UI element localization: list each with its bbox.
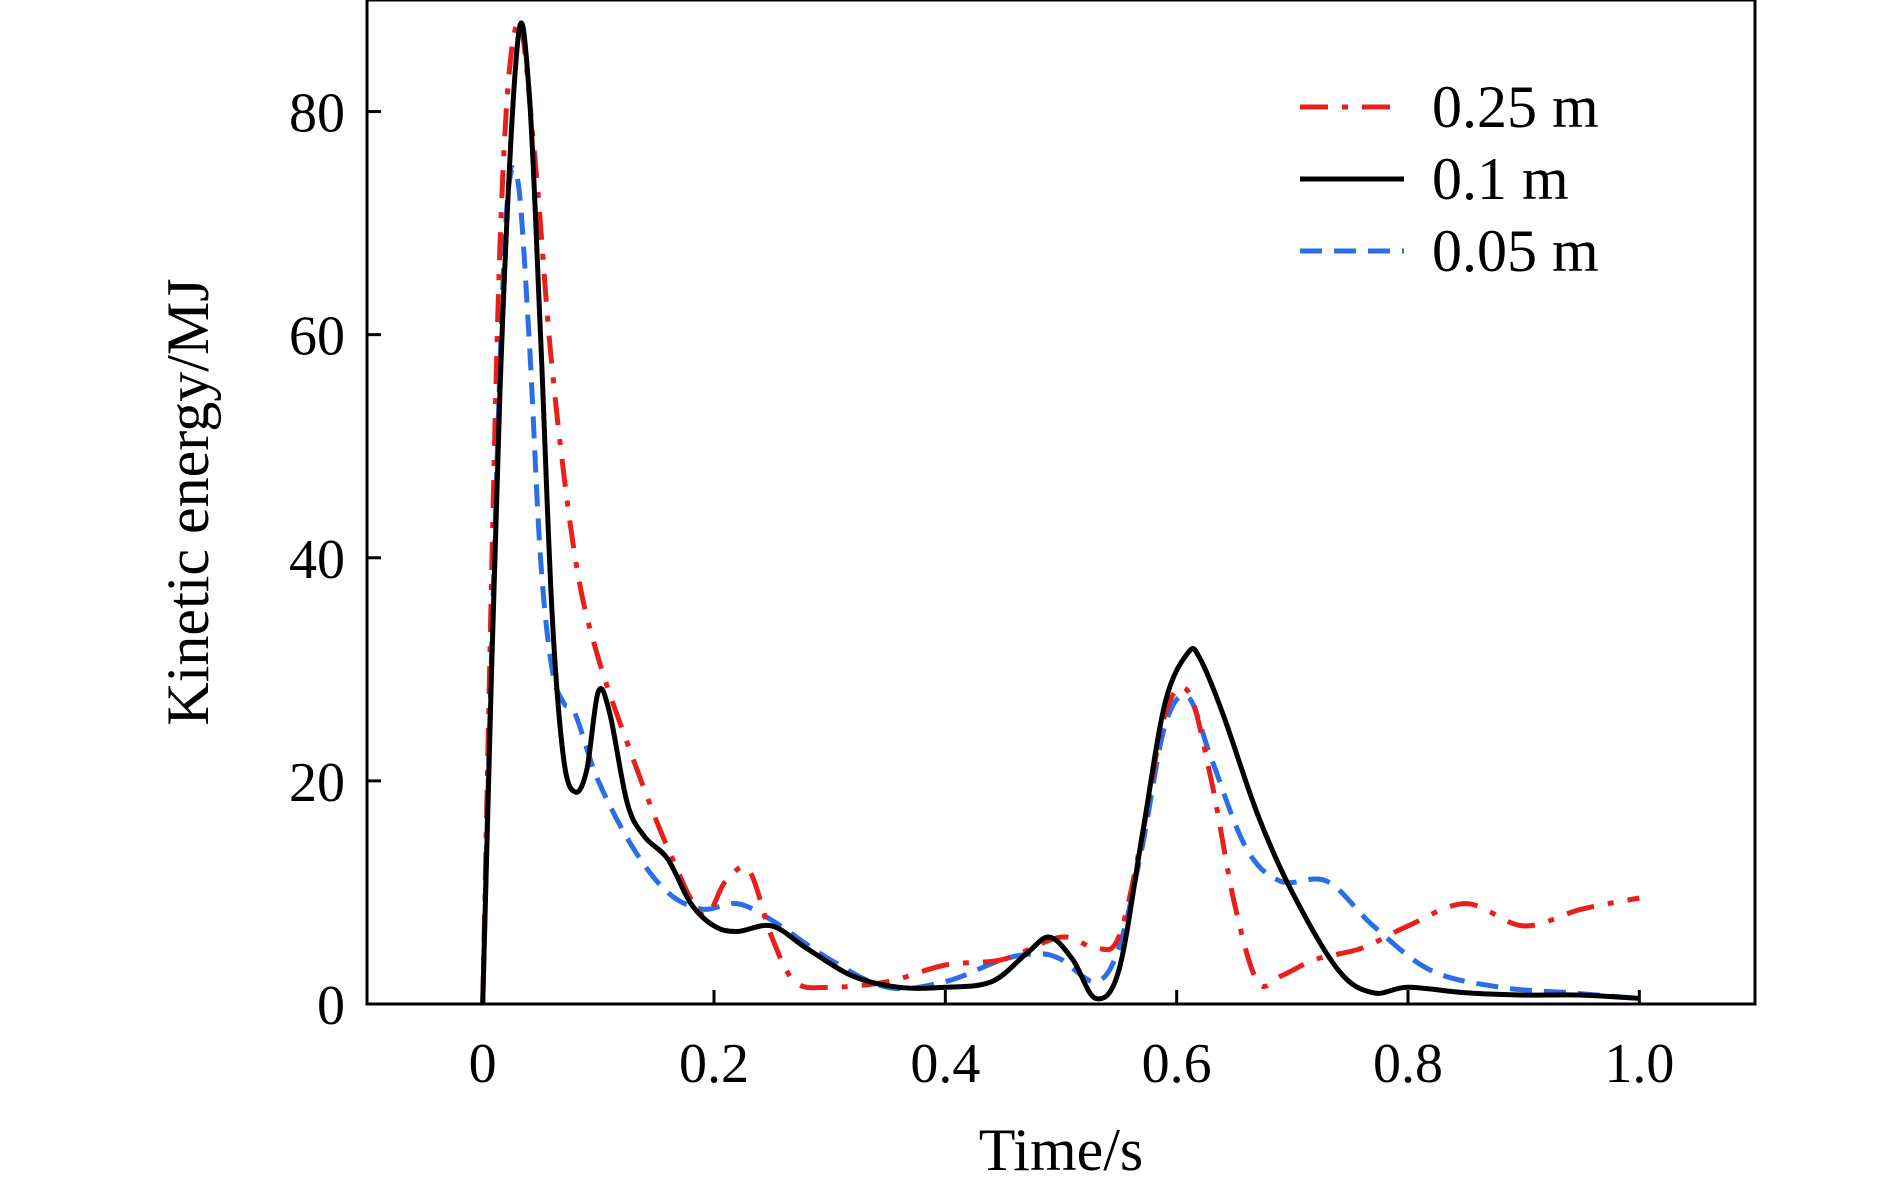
series-line-1 — [480, 20, 1640, 1005]
legend-label-0: 0.25 m — [1432, 74, 1599, 140]
y-axis-title: Kinetic energy/MJ — [155, 278, 221, 725]
y-tick-label: 40 — [289, 529, 345, 591]
legend-label-1: 0.1 m — [1432, 146, 1569, 212]
legend: 0.25 m0.1 m0.05 m — [1300, 74, 1599, 284]
legend-label-2: 0.05 m — [1432, 218, 1599, 284]
y-tick-label: 20 — [289, 752, 345, 814]
x-tick-label: 0.4 — [910, 1033, 980, 1095]
y-tick-label: 0 — [317, 975, 345, 1037]
axis-ticks: 0 0.2 0.4 0.6 0.8 1.0 0 20 40 60 80 — [289, 83, 1674, 1095]
plot-frame — [365, 0, 1757, 1006]
x-tick-label: 0.6 — [1142, 1033, 1212, 1095]
x-tick-label: 0 — [469, 1033, 497, 1095]
x-tick-label: 0.8 — [1373, 1033, 1443, 1095]
x-axis-title: Time/s — [979, 1117, 1144, 1179]
x-tick-label: 1.0 — [1604, 1033, 1674, 1095]
y-tick-label: 80 — [289, 83, 345, 145]
series-line-2 — [480, 165, 1640, 1005]
series-line-0 — [480, 18, 1640, 1005]
y-tick-label: 60 — [289, 306, 345, 368]
x-tick-label: 0.2 — [679, 1033, 749, 1095]
series-lines — [480, 18, 1640, 1005]
